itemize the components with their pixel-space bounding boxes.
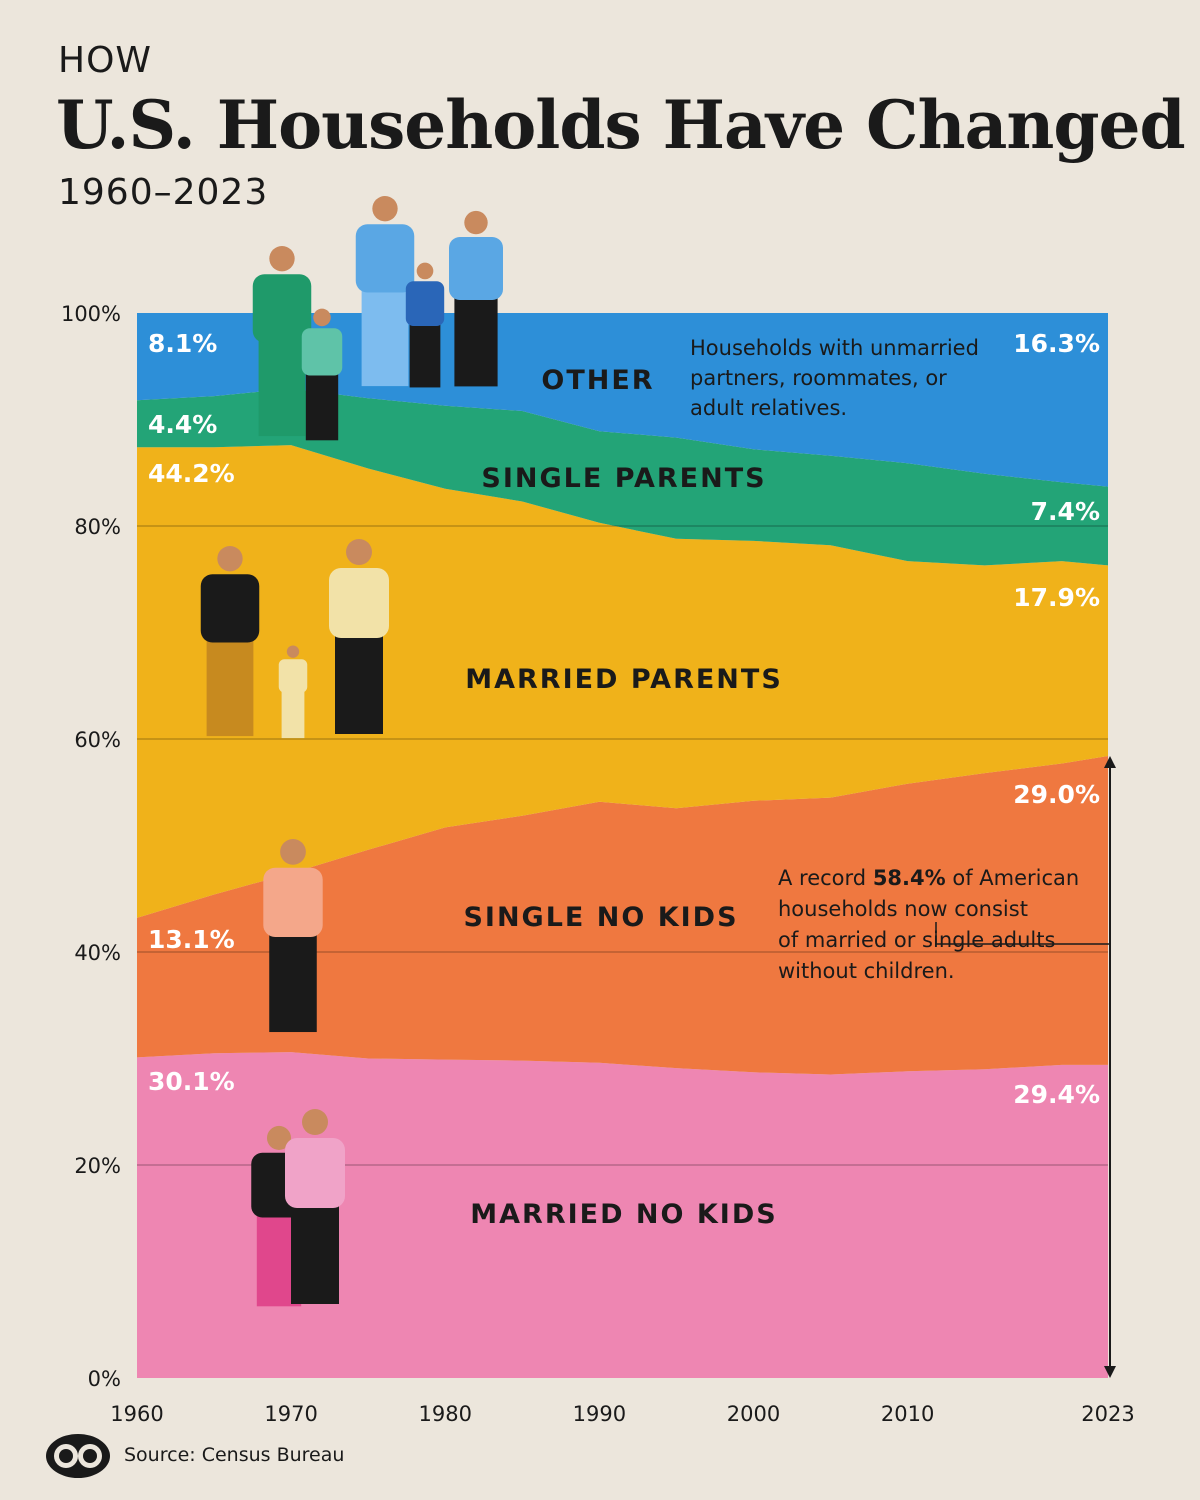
- y-tick-label: 0%: [88, 1367, 121, 1391]
- chart-kicker: HOW: [58, 40, 153, 81]
- end-value-label: 29.0%: [1013, 780, 1100, 809]
- source-note: Source: Census Bureau: [124, 1444, 345, 1466]
- y-tick-label: 80%: [74, 515, 121, 539]
- figure-other-elder-icon: [449, 210, 503, 387]
- end-value-label: 7.4%: [1031, 497, 1100, 526]
- series-name-single-parents: SINGLE PARENTS: [481, 463, 766, 494]
- y-tick-label: 100%: [61, 302, 121, 326]
- figure-married-parent-man-icon: [329, 539, 389, 734]
- record-note-text: without children.: [778, 959, 955, 983]
- y-tick-label: 20%: [74, 1154, 121, 1178]
- record-bracket-arrow-down: [1104, 1366, 1116, 1378]
- chart-subtitle: 1960–2023: [58, 172, 269, 213]
- y-tick-label: 60%: [74, 728, 121, 752]
- x-tick-label: 1990: [573, 1402, 626, 1426]
- record-note-text: of American: [946, 866, 1080, 890]
- figure-single-adult-icon: [263, 838, 323, 1033]
- x-tick-label: 1960: [110, 1402, 163, 1426]
- publisher-logo-icon: [46, 1434, 110, 1478]
- y-tick-label: 40%: [74, 941, 121, 965]
- end-value-label: 16.3%: [1013, 329, 1100, 358]
- x-tick-label: 2010: [881, 1402, 934, 1426]
- figure-single-parent-child-icon: [301, 308, 343, 441]
- record-note-text: A record: [778, 866, 873, 890]
- record-note-text: households now consist: [778, 897, 1028, 921]
- x-tick-label: 1970: [264, 1402, 317, 1426]
- series-name-married-no-kids: MARRIED NO KIDS: [470, 1199, 777, 1230]
- x-tick-label: 2000: [727, 1402, 780, 1426]
- start-value-label: 44.2%: [148, 459, 235, 488]
- area-single-no-kids: [137, 756, 1108, 1075]
- area-married-parents: [137, 445, 1108, 918]
- x-tick-label: 2023: [1081, 1402, 1134, 1426]
- other-note-line: Households with unmarried: [690, 336, 979, 360]
- figure-married-parent-woman-icon: [200, 545, 260, 737]
- figure-single-parent-adult-icon: [252, 245, 312, 437]
- x-tick-label: 1980: [419, 1402, 472, 1426]
- start-value-label: 4.4%: [148, 410, 217, 439]
- record-note-line: of married or single adults: [778, 928, 1055, 952]
- end-value-label: 17.9%: [1013, 583, 1100, 612]
- end-value-label: 29.4%: [1013, 1080, 1100, 1109]
- other-note-line: partners, roommates, or: [690, 366, 947, 390]
- record-note-text: of married or single adults: [778, 928, 1055, 952]
- start-value-label: 13.1%: [148, 925, 235, 954]
- figure-married-man-icon: [285, 1109, 345, 1304]
- series-name-other: OTHER: [541, 365, 654, 396]
- other-note-line: adult relatives.: [690, 396, 847, 420]
- record-note-line: without children.: [778, 959, 955, 983]
- record-note-highlight: 58.4%: [873, 866, 946, 890]
- record-note-line: A record 58.4% of American: [778, 866, 1079, 890]
- start-value-label: 8.1%: [148, 329, 217, 358]
- record-note-line: households now consist: [778, 897, 1028, 921]
- figure-other-child-icon: [405, 262, 445, 388]
- figure-married-parent-child-icon: [278, 645, 308, 739]
- series-name-married-parents: MARRIED PARENTS: [465, 664, 783, 695]
- record-leader-line: [935, 922, 1110, 945]
- start-value-label: 30.1%: [148, 1067, 235, 1096]
- record-bracket-arrow-up: [1104, 756, 1116, 769]
- series-name-single-no-kids: SINGLE NO KIDS: [463, 902, 738, 933]
- area-single-parents: [137, 388, 1108, 566]
- chart-title: U.S. Households Have Changed: [56, 86, 1186, 164]
- figure-other-adult-icon: [355, 195, 415, 387]
- area-married-no-kids: [137, 1052, 1108, 1378]
